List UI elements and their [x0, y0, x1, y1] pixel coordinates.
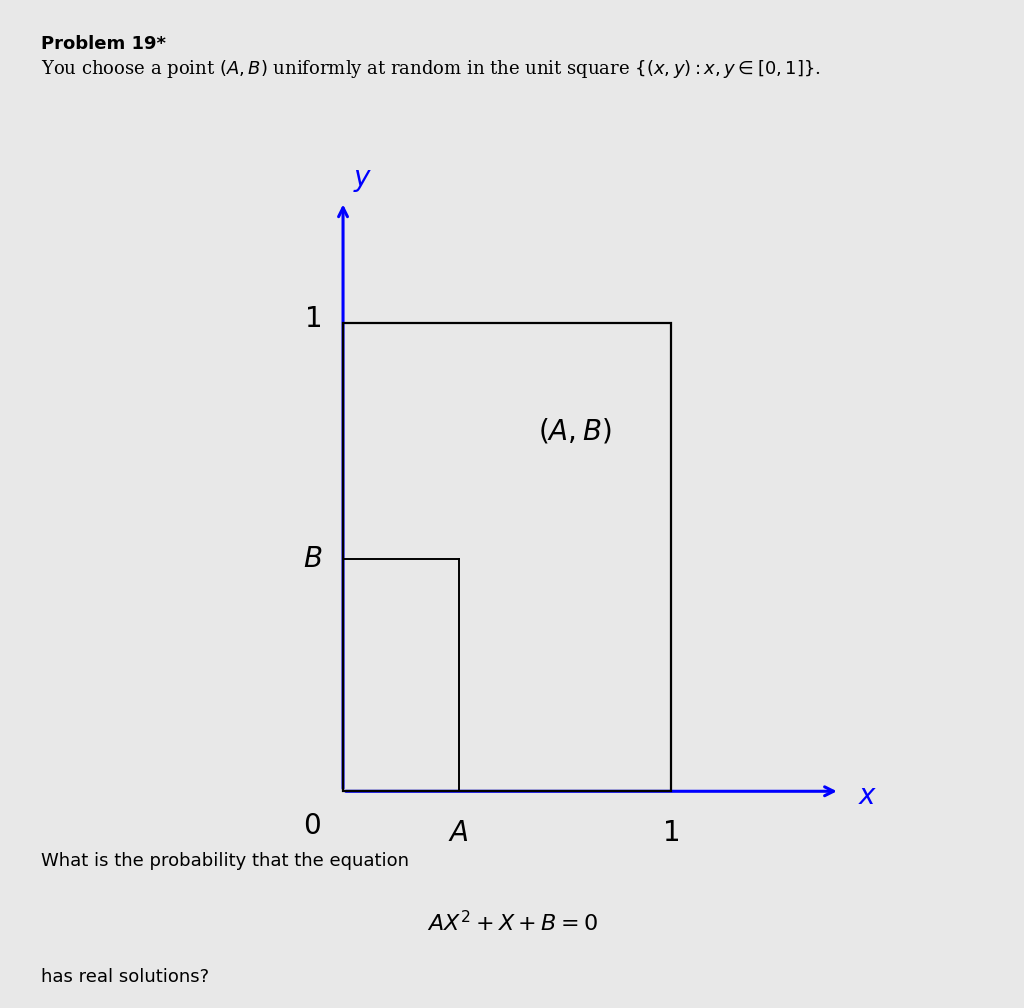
Text: $AX^2 + X + B = 0$: $AX^2 + X + B = 0$	[427, 911, 597, 936]
Text: $1$: $1$	[304, 306, 321, 333]
Text: What is the probability that the equation: What is the probability that the equatio…	[41, 852, 409, 870]
Text: $B$: $B$	[303, 546, 322, 573]
Text: has real solutions?: has real solutions?	[41, 968, 209, 986]
Text: You choose a point $(A, B)$ uniformly at random in the unit square $\{(x, y) : x: You choose a point $(A, B)$ uniformly at…	[41, 58, 820, 81]
Text: Problem 19*: Problem 19*	[41, 35, 166, 53]
Text: $y$: $y$	[353, 166, 373, 194]
Text: $A$: $A$	[449, 820, 469, 847]
Text: $1$: $1$	[663, 820, 679, 847]
Text: $(A, B)$: $(A, B)$	[539, 416, 611, 446]
Text: $0$: $0$	[303, 813, 322, 841]
Text: $x$: $x$	[858, 783, 878, 809]
Bar	[343, 323, 671, 791]
